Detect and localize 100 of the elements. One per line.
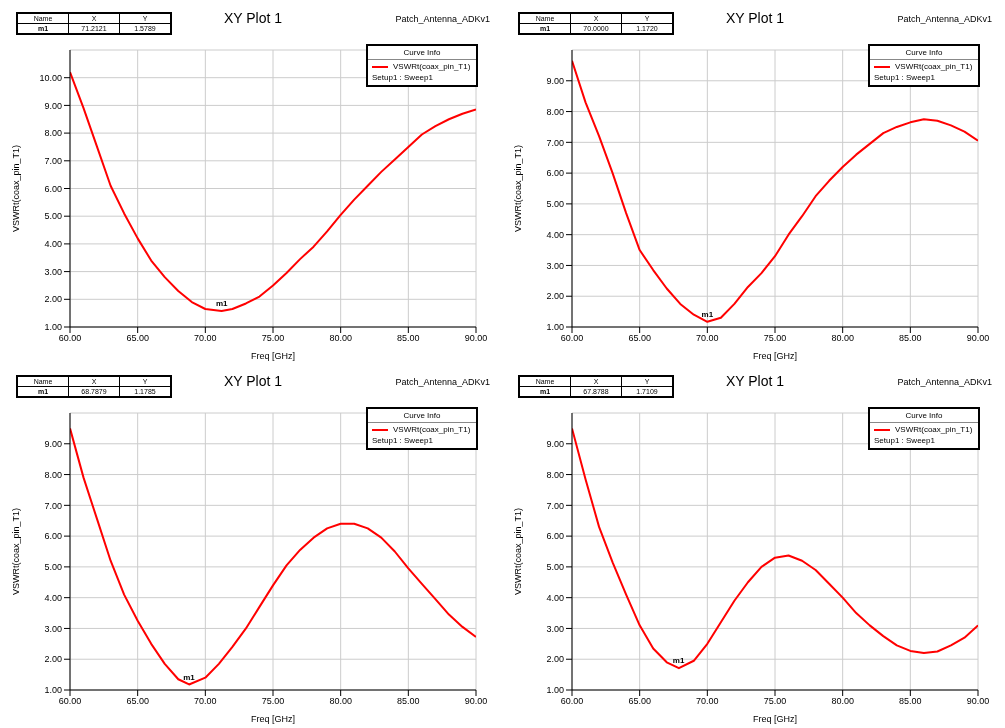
y-tick-label: 6.00 [546, 168, 564, 179]
legend-label: VSWRt(coax_pin_T1) [393, 425, 471, 434]
y-tick-label: 1.00 [546, 685, 564, 696]
text: Patch_Antenna_ADKv1 [897, 14, 992, 24]
x-tick-label: 60.00 [560, 333, 584, 344]
legend-title: Curve Info [870, 46, 978, 60]
x-tick-label: 70.00 [696, 696, 719, 707]
y-tick-label: 4.00 [44, 239, 62, 250]
y-tick-label: 8.00 [44, 469, 62, 480]
x-tick-label: 75.00 [261, 696, 285, 707]
y-tick-label: 7.00 [44, 156, 62, 166]
y-tick-label: 10.00 [39, 72, 62, 83]
annotation: m1 [701, 309, 714, 319]
x-tick-label: 75.00 [763, 333, 787, 344]
y-tick-label: 6.00 [546, 531, 564, 542]
line-series [70, 427, 476, 686]
x-tick-label: 75.00 [763, 696, 787, 707]
y-tick-label: 8.00 [546, 469, 564, 480]
y-tick-label: 1.00 [44, 322, 62, 333]
annotation: Setup1 : Sweep1 [371, 436, 434, 447]
y-tick-label: 3.00 [44, 266, 62, 277]
x-tick-label: 60.00 [58, 333, 82, 344]
annotation: Setup1 : Sweep1 [873, 436, 936, 447]
y-axis-title: VSWRt(coax_pin_T1) [11, 507, 22, 596]
x-axis-title: Freq [GHz] [250, 714, 296, 724]
legend-label: VSWRt(coax_pin_T1) [895, 425, 973, 434]
x-axis-title: Freq [GHz] [752, 351, 798, 361]
x-tick-label: 90.00 [464, 333, 488, 344]
y-tick-label: 3.00 [546, 623, 564, 634]
x-tick-label: 70.00 [194, 333, 217, 344]
y-tick-label: 6.00 [44, 183, 62, 194]
x-tick-label: 85.00 [899, 696, 922, 707]
y-axis-title: VSWRt(coax_pin_T1) [11, 144, 22, 233]
legend-label: VSWRt(coax_pin_T1) [895, 62, 973, 71]
y-tick-label: 2.00 [546, 654, 564, 665]
y-tick-label: 9.00 [44, 100, 62, 111]
x-tick-label: 80.00 [831, 333, 854, 344]
y-tick-label: 2.00 [44, 294, 62, 305]
y-tick-label: 7.00 [44, 500, 62, 511]
y-tick-label: 2.00 [546, 291, 564, 302]
annotation: Setup1 : Sweep1 [873, 73, 936, 84]
chart-title: XY Plot 1 [725, 373, 785, 389]
chart-title: XY Plot 1 [223, 10, 283, 26]
legend-title: Curve Info [368, 409, 476, 423]
line-series [70, 71, 476, 312]
chart-title: XY Plot 1 [725, 10, 785, 26]
y-tick-label: 7.00 [546, 500, 564, 511]
x-tick-label: 90.00 [966, 333, 990, 344]
x-tick-label: 65.00 [628, 696, 651, 707]
x-tick-label: 70.00 [696, 333, 719, 344]
x-tick-label: 80.00 [329, 696, 352, 707]
legend-title: Curve Info [368, 46, 476, 60]
y-tick-label: 8.00 [44, 128, 62, 139]
x-tick-label: 60.00 [560, 696, 584, 707]
y-tick-label: 4.00 [546, 592, 564, 603]
line-series [572, 427, 978, 670]
y-tick-label: 4.00 [546, 229, 564, 240]
y-tick-label: 5.00 [546, 562, 564, 573]
x-tick-label: 85.00 [899, 333, 922, 344]
y-tick-label: 9.00 [546, 75, 564, 86]
x-tick-label: 90.00 [464, 696, 488, 707]
legend-label: VSWRt(coax_pin_T1) [393, 62, 471, 71]
annotation: Setup1 : Sweep1 [371, 73, 434, 84]
chart-title: XY Plot 1 [223, 373, 283, 389]
line-series [572, 59, 978, 323]
annotation: m1 [672, 656, 685, 666]
x-axis-title: Freq [GHz] [250, 351, 296, 361]
y-tick-label: 3.00 [44, 623, 62, 634]
y-tick-label: 5.00 [546, 199, 564, 210]
x-tick-label: 90.00 [966, 696, 990, 707]
y-tick-label: 5.00 [44, 562, 62, 573]
text: Patch_Antenna_ADKv1 [395, 377, 490, 387]
x-tick-label: 85.00 [397, 333, 420, 344]
x-tick-label: 85.00 [397, 696, 420, 707]
x-tick-label: 75.00 [261, 333, 285, 344]
y-tick-label: 2.00 [44, 654, 62, 665]
y-tick-label: 6.00 [44, 531, 62, 542]
legend-title: Curve Info [870, 409, 978, 423]
y-tick-label: 4.00 [44, 592, 62, 603]
y-tick-label: 9.00 [44, 438, 62, 449]
x-tick-label: 65.00 [126, 696, 149, 707]
x-tick-label: 60.00 [58, 696, 82, 707]
y-axis-title: VSWRt(coax_pin_T1) [513, 144, 524, 233]
x-tick-label: 70.00 [194, 696, 217, 707]
text: Patch_Antenna_ADKv1 [897, 377, 992, 387]
y-tick-label: 5.00 [44, 211, 62, 222]
x-tick-label: 65.00 [126, 333, 149, 344]
x-tick-label: 65.00 [628, 333, 651, 344]
y-tick-label: 1.00 [44, 685, 62, 696]
text: Patch_Antenna_ADKv1 [395, 14, 490, 24]
y-axis-title: VSWRt(coax_pin_T1) [513, 507, 524, 596]
y-tick-label: 3.00 [546, 260, 564, 271]
y-tick-label: 7.00 [546, 137, 564, 148]
x-tick-label: 80.00 [831, 696, 854, 707]
annotation: m1 [183, 672, 196, 682]
y-tick-label: 1.00 [546, 322, 564, 333]
x-axis-title: Freq [GHz] [752, 714, 798, 724]
x-tick-label: 80.00 [329, 333, 352, 344]
y-tick-label: 9.00 [546, 438, 564, 449]
y-tick-label: 8.00 [546, 106, 564, 117]
